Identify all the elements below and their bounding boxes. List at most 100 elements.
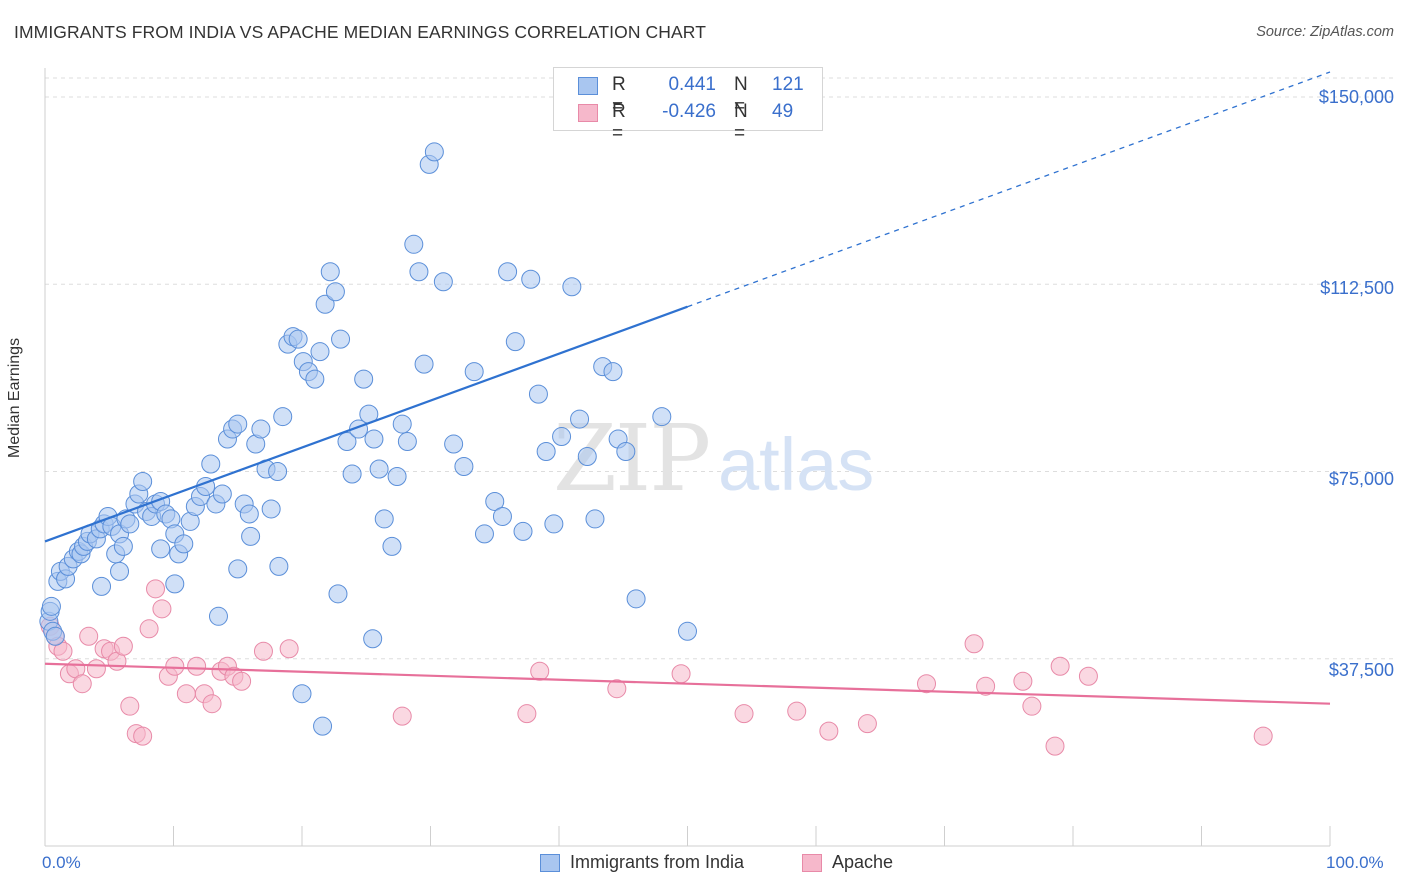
india-point — [212, 484, 232, 504]
india-point — [392, 414, 412, 434]
india-point — [492, 506, 512, 526]
apache-point — [253, 641, 273, 661]
apache-point — [133, 726, 153, 746]
india-point — [626, 589, 646, 609]
india-point — [45, 626, 65, 646]
india-point — [409, 262, 429, 282]
stats-legend: R = 0.441 N = 121 R = -0.426 N = 49 — [553, 67, 823, 144]
india-point — [165, 574, 185, 594]
india-point — [521, 269, 541, 289]
india-point — [454, 457, 474, 477]
n-value-apache: 49 — [772, 101, 794, 122]
apache-point — [139, 619, 159, 639]
n-label: N = — [734, 74, 748, 117]
apache-point — [53, 641, 73, 661]
india-point — [313, 716, 333, 736]
y-tick-label-37500: $37,500 — [1328, 660, 1394, 680]
india-point — [269, 556, 289, 576]
apache-point — [819, 721, 839, 741]
apache-point — [976, 676, 996, 696]
india-point — [342, 464, 362, 484]
india-point — [331, 329, 351, 349]
india-point — [414, 354, 434, 374]
apache-point — [279, 639, 299, 659]
apache-point — [113, 636, 133, 656]
apache-point — [72, 674, 92, 694]
india-point — [498, 262, 518, 282]
india-point — [239, 504, 259, 524]
india-point — [485, 491, 505, 511]
grid-lines — [45, 77, 1395, 660]
apache-point — [1253, 726, 1273, 746]
apache-point — [671, 664, 691, 684]
india-point — [369, 459, 389, 479]
india-point — [404, 234, 424, 254]
india-point — [268, 462, 288, 481]
apache-point — [1045, 736, 1065, 756]
india-point — [174, 534, 194, 554]
y-tick-label-150000: $150,000 — [1318, 87, 1394, 107]
india-point — [292, 684, 312, 704]
y-tick-label-75000: $75,000 — [1328, 469, 1394, 489]
india-point — [374, 509, 394, 529]
apache-point — [152, 599, 172, 619]
apache-point — [146, 579, 166, 599]
legend-swatch-apache — [578, 104, 598, 122]
apache-point — [120, 696, 140, 716]
india-point — [151, 539, 171, 559]
india-point — [228, 559, 248, 579]
india-point — [305, 369, 325, 389]
india-point — [120, 514, 140, 534]
india-point — [315, 294, 335, 314]
india-point — [261, 499, 281, 519]
apache-point — [232, 671, 252, 691]
india-point — [113, 536, 133, 556]
r-value-india: 0.441 — [668, 74, 716, 95]
india-point — [652, 407, 672, 427]
x-tick-label-min: 0.0% — [42, 853, 81, 872]
apache-point — [787, 701, 807, 721]
india-point — [424, 142, 444, 162]
india-point — [241, 526, 261, 546]
india-point — [433, 272, 453, 292]
india-point — [570, 409, 590, 429]
india-point — [133, 471, 153, 491]
legend-swatch-apache — [802, 854, 822, 872]
india-point — [228, 414, 248, 434]
apache-point — [964, 634, 984, 654]
india-point — [363, 629, 383, 649]
india-point — [528, 384, 548, 404]
india-point — [577, 447, 597, 467]
apache-point — [530, 661, 550, 681]
legend-label-apache: Apache — [832, 852, 894, 872]
legend-label-india: Immigrants from India — [570, 852, 745, 872]
watermark-atlas: atlas — [718, 423, 874, 506]
apache-point — [517, 704, 537, 724]
source-note: Source: ZipAtlas.com — [1256, 24, 1394, 40]
legend-swatch-india — [540, 854, 560, 872]
apache-point — [734, 704, 754, 724]
india-point — [444, 434, 464, 454]
apache-point — [917, 674, 937, 694]
apache-point — [165, 656, 185, 676]
india-point — [585, 509, 605, 529]
india-point — [397, 432, 417, 452]
chart-title: IMMIGRANTS FROM INDIA VS APACHE MEDIAN E… — [14, 22, 706, 42]
india-point — [251, 419, 271, 439]
india-point — [364, 429, 384, 449]
r-label: R = — [612, 74, 626, 117]
india-point — [288, 329, 308, 349]
apache-point — [1050, 656, 1070, 676]
r-label: R = — [612, 101, 626, 144]
india-point — [544, 514, 564, 534]
india-point — [201, 454, 221, 474]
apache-point — [1022, 696, 1042, 716]
india-point — [536, 442, 556, 462]
india-point — [337, 432, 357, 452]
x-tick-label-max: 100.0% — [1326, 853, 1384, 872]
india-point — [513, 521, 533, 541]
india-point — [678, 621, 697, 641]
india-point — [320, 262, 340, 282]
india-trend-line — [44, 305, 688, 543]
